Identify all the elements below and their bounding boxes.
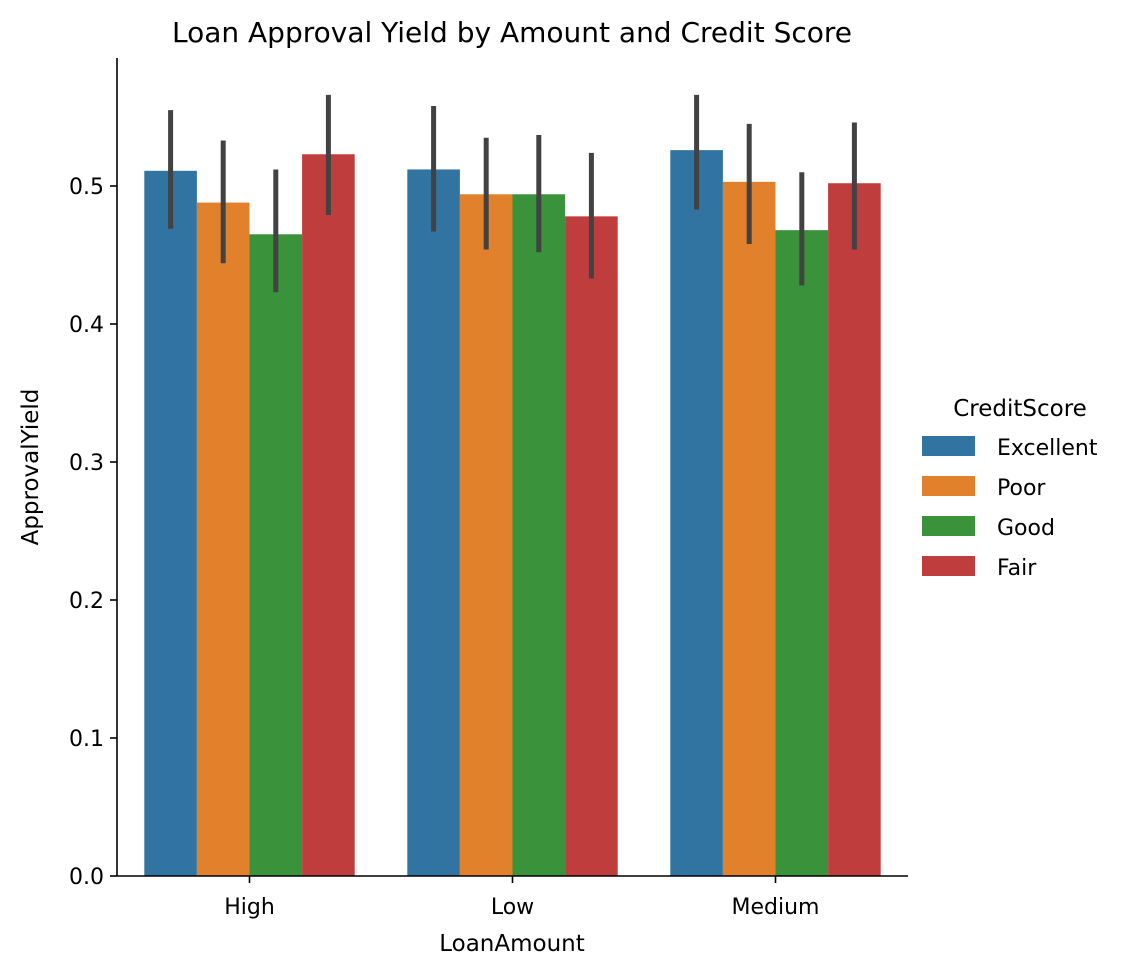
bar-poor-high — [196, 202, 250, 876]
x-tick-label-high: High — [224, 895, 275, 920]
legend-title: CreditScore — [953, 396, 1087, 422]
y-tick-label: 0.3 — [69, 451, 104, 476]
y-tick-label: 0.0 — [69, 865, 104, 890]
legend-swatch-poor — [922, 476, 975, 496]
bar-good-medium — [775, 230, 829, 876]
bars-layer — [144, 150, 881, 877]
y-ticks: 0.0 0.1 0.2 0.3 0.4 0.5 — [69, 175, 117, 890]
y-tick-label: 0.5 — [69, 175, 104, 200]
legend-swatch-fair — [922, 556, 975, 576]
legend-label-poor: Poor — [997, 476, 1046, 501]
bar-excellent-high — [144, 170, 197, 876]
y-axis-label: ApprovalYield — [18, 389, 44, 546]
bar-fair-high — [302, 154, 355, 876]
bar-excellent-low — [407, 169, 460, 876]
bar-fair-medium — [828, 183, 881, 877]
x-ticks: High Low Medium — [224, 876, 819, 920]
legend-swatch-good — [922, 516, 975, 536]
bar-good-low — [512, 194, 566, 876]
legend-label-excellent: Excellent — [997, 436, 1098, 461]
legend: CreditScore Excellent Poor Good Fair — [922, 396, 1098, 581]
bar-excellent-medium — [670, 150, 723, 876]
error-bars-layer — [168, 94, 857, 293]
bar-poor-low — [459, 194, 513, 876]
chart-title: Loan Approval Yield by Amount and Credit… — [172, 16, 852, 49]
x-tick-label-medium: Medium — [732, 895, 820, 920]
legend-label-fair: Fair — [997, 556, 1037, 581]
bar-fair-low — [565, 216, 618, 877]
x-axis-label: LoanAmount — [439, 931, 585, 957]
y-tick-label: 0.1 — [69, 727, 104, 752]
legend-items: Excellent Poor Good Fair — [922, 436, 1098, 581]
bar-poor-medium — [722, 181, 776, 877]
y-tick-label: 0.2 — [69, 589, 104, 614]
legend-label-good: Good — [997, 516, 1055, 541]
bar-good-high — [249, 234, 303, 877]
legend-swatch-excellent — [922, 436, 975, 456]
y-tick-label: 0.4 — [69, 313, 104, 338]
x-tick-label-low: Low — [491, 895, 534, 920]
